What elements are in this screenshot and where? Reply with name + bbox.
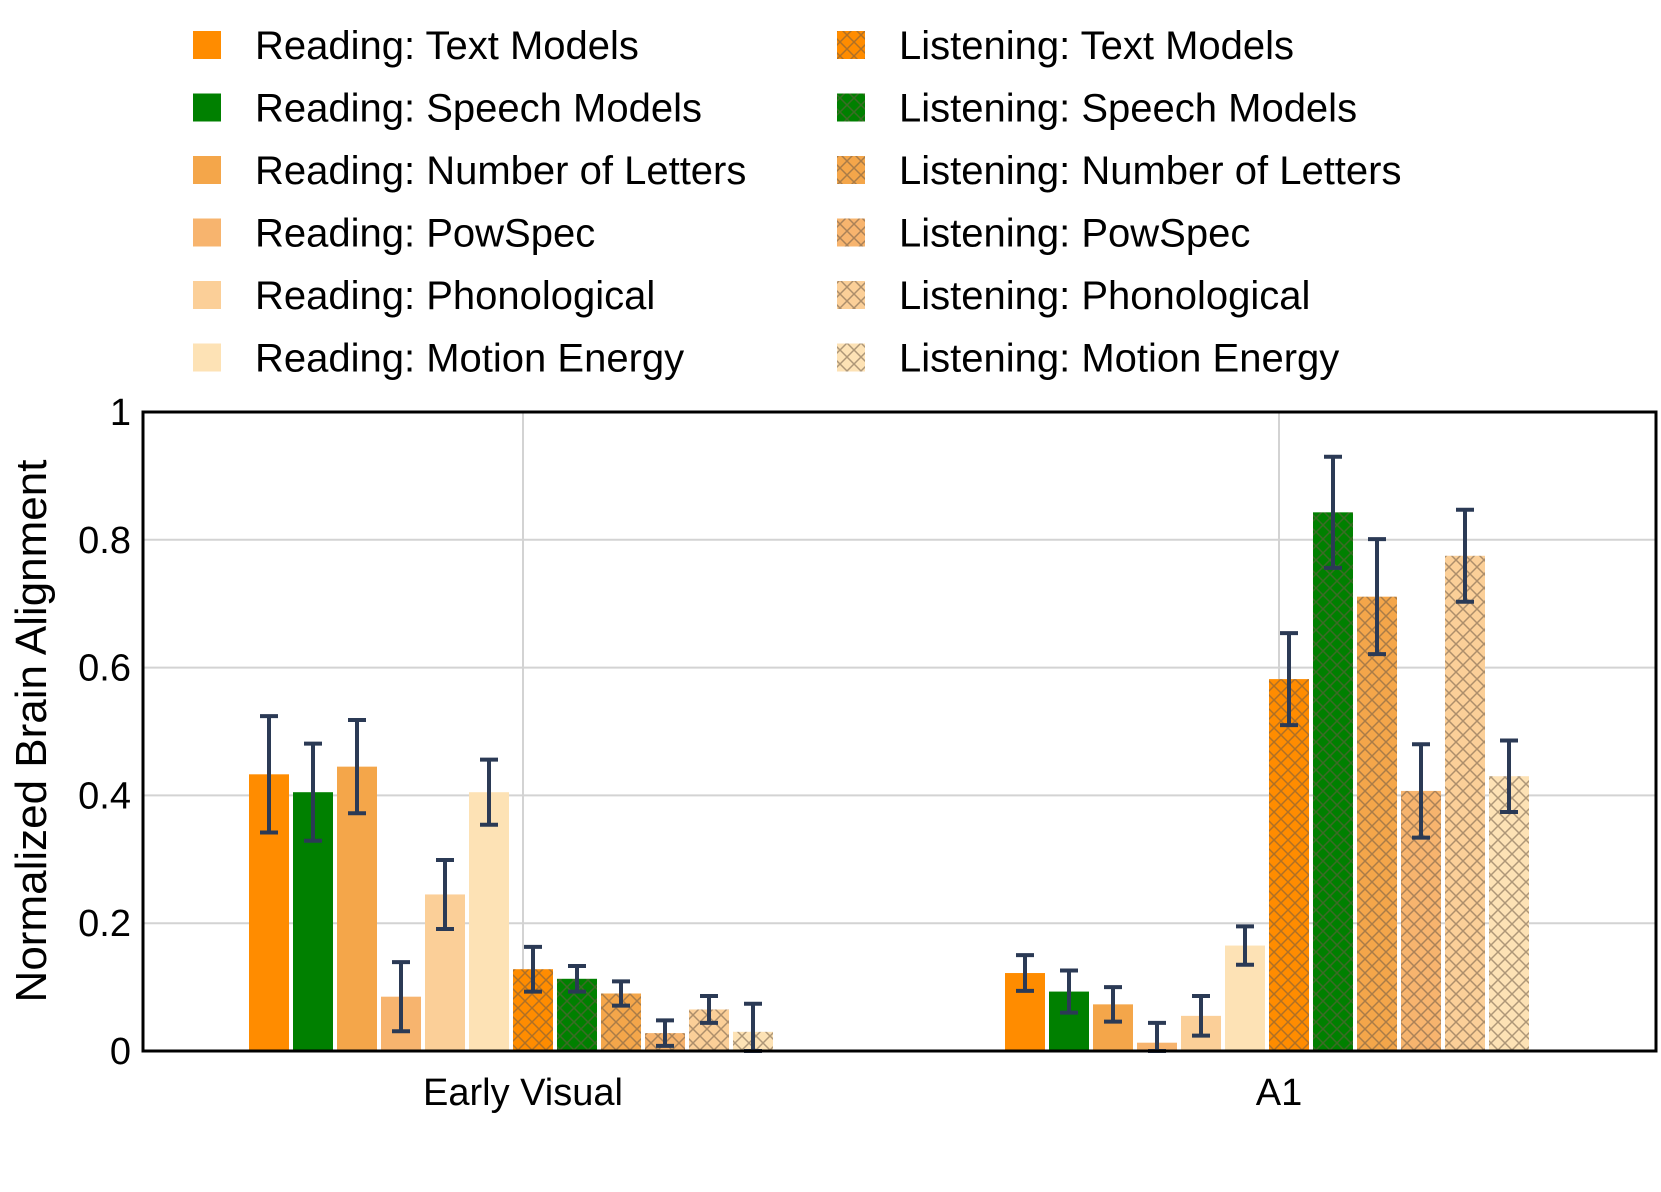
x-axis: Early Visual A1	[423, 1072, 1302, 1114]
legend-item-reading-powspec: Reading: PowSpec	[193, 212, 595, 256]
legend-swatch	[193, 343, 221, 372]
legend-label: Reading: Text Models	[255, 24, 639, 68]
legend-label: Reading: Speech Models	[255, 87, 702, 131]
error-bar-reading-number-of-letters-a1	[1104, 985, 1122, 1024]
bars	[249, 512, 1529, 1051]
legend-swatch	[837, 156, 865, 184]
bar-listening-motion-energy-a1	[1489, 776, 1529, 1051]
error-bar-reading-powspec-early-visual	[392, 960, 410, 1034]
error-bar-reading-text-models-early-visual	[260, 714, 278, 835]
legend-label: Reading: Motion Energy	[255, 337, 684, 381]
error-bar-listening-phonological-a1	[1456, 507, 1474, 604]
error-bar-reading-phonological-early-visual	[436, 857, 454, 931]
y-tick-label: 0.8	[78, 520, 131, 562]
legend-label: Listening: PowSpec	[899, 212, 1250, 256]
legend-item-reading-text-models: Reading: Text Models	[193, 24, 639, 68]
error-bar-reading-speech-models-early-visual	[304, 741, 322, 843]
legend-item-listening-phonological: Listening: Phonological	[837, 274, 1310, 318]
x-category-label: A1	[1256, 1072, 1302, 1114]
error-bar-listening-motion-energy-a1	[1500, 738, 1518, 815]
error-bar-listening-powspec-a1	[1412, 742, 1430, 840]
y-tick-label: 0.2	[78, 903, 131, 945]
y-tick-label: 1	[110, 392, 131, 434]
bar-listening-number-of-letters-a1	[1357, 596, 1397, 1051]
legend-label: Reading: Phonological	[255, 274, 655, 318]
x-category-label: Early Visual	[423, 1072, 623, 1114]
error-bar-listening-speech-models-early-visual	[568, 964, 586, 994]
legend-swatch	[193, 156, 221, 184]
legend-item-reading-speech-models: Reading: Speech Models	[193, 87, 702, 131]
legend-label: Listening: Number of Letters	[899, 149, 1401, 193]
y-axis: 0 0.2 0.4 0.6 0.8 1	[78, 392, 131, 1073]
error-bar-listening-powspec-early-visual	[656, 1018, 674, 1048]
legend-swatch	[837, 281, 865, 309]
error-bar-reading-speech-models-a1	[1060, 968, 1078, 1015]
error-bar-reading-motion-energy-early-visual	[480, 757, 498, 827]
legend-swatch	[837, 31, 865, 59]
error-bar-reading-motion-energy-a1	[1236, 924, 1254, 967]
bar-reading-motion-energy-early-visual	[469, 792, 509, 1051]
y-axis-title: Normalized Brain Alignment	[7, 460, 56, 1003]
y-tick-label: 0.6	[78, 648, 131, 690]
error-bars	[260, 454, 1518, 1053]
error-bar-listening-phonological-early-visual	[700, 994, 718, 1025]
legend-swatch	[837, 218, 865, 247]
legend-swatch	[193, 31, 221, 59]
legend-item-listening-powspec: Listening: PowSpec	[837, 212, 1250, 256]
legend-label: Reading: PowSpec	[255, 212, 595, 256]
legend: Reading: Text Models Reading: Speech Mode…	[193, 24, 1401, 381]
y-tick-label: 0.4	[78, 775, 131, 817]
legend-item-reading-phonological: Reading: Phonological	[193, 274, 655, 318]
legend-label: Reading: Number of Letters	[255, 149, 746, 193]
bar-listening-speech-models-a1	[1313, 512, 1353, 1051]
error-bar-reading-text-models-a1	[1016, 953, 1034, 993]
bar-listening-phonological-a1	[1445, 555, 1485, 1051]
error-bar-reading-phonological-a1	[1192, 994, 1210, 1038]
bar-listening-text-models-a1	[1269, 679, 1309, 1051]
legend-item-listening-text-models: Listening: Text Models	[837, 24, 1294, 68]
y-tick-label: 0	[110, 1031, 131, 1073]
legend-item-listening-motion-energy: Listening: Motion Energy	[837, 337, 1339, 381]
legend-swatch	[837, 93, 865, 122]
legend-swatch	[193, 93, 221, 122]
legend-swatch	[193, 281, 221, 309]
legend-item-listening-speech-models: Listening: Speech Models	[837, 87, 1357, 131]
legend-label: Listening: Speech Models	[899, 87, 1357, 131]
error-bar-listening-text-models-a1	[1280, 631, 1298, 728]
legend-swatch	[193, 218, 221, 247]
error-bar-listening-number-of-letters-early-visual	[612, 979, 630, 1008]
error-bar-reading-number-of-letters-early-visual	[348, 717, 366, 816]
legend-label: Listening: Text Models	[899, 24, 1294, 68]
error-bar-listening-text-models-early-visual	[524, 944, 542, 994]
legend-label: Listening: Phonological	[899, 274, 1310, 318]
legend-item-listening-number-of-letters: Listening: Number of Letters	[837, 149, 1401, 193]
error-bar-listening-speech-models-a1	[1324, 454, 1342, 570]
legend-swatch	[837, 343, 865, 372]
error-bar-listening-number-of-letters-a1	[1368, 537, 1386, 657]
legend-label: Listening: Motion Energy	[899, 337, 1339, 381]
plot-frame	[141, 410, 1658, 1053]
legend-item-reading-number-of-letters: Reading: Number of Letters	[193, 149, 746, 193]
legend-item-reading-motion-energy: Reading: Motion Energy	[193, 337, 684, 381]
